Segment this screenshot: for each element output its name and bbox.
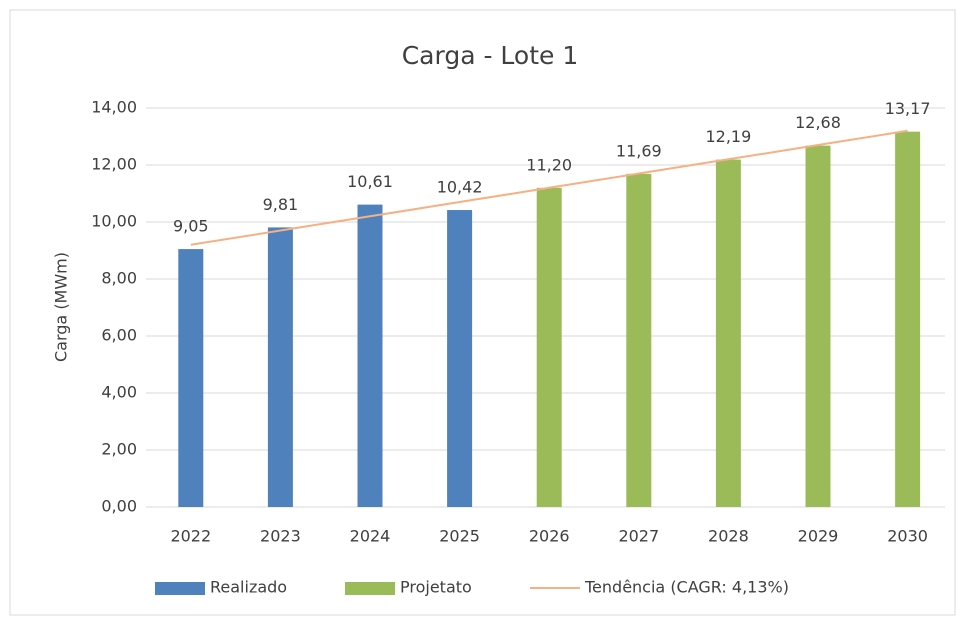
y-tick-label: 10,00 — [91, 212, 137, 231]
x-tick-label: 2028 — [708, 527, 749, 546]
y-tick-label: 4,00 — [101, 383, 137, 402]
data-label: 9,81 — [263, 195, 299, 214]
bar — [267, 227, 293, 508]
data-label: 10,42 — [437, 178, 483, 197]
data-label: 11,69 — [616, 141, 662, 160]
bar — [357, 204, 383, 508]
bar — [626, 173, 652, 507]
chart-frame — [9, 9, 956, 616]
legend-label: Projetato — [400, 578, 472, 597]
y-tick-label: 2,00 — [101, 440, 137, 459]
x-tick-label: 2029 — [798, 527, 839, 546]
data-label: 13,17 — [885, 99, 931, 118]
trend-line — [190, 129, 908, 246]
y-tick-label: 6,00 — [101, 326, 137, 345]
data-label: 10,61 — [347, 172, 393, 191]
x-tick-label: 2025 — [439, 527, 480, 546]
legend-label: Realizado — [210, 578, 287, 597]
legend-swatch — [345, 582, 395, 595]
legend-swatch — [155, 582, 205, 595]
x-tick-label: 2023 — [260, 527, 301, 546]
legend-label: Tendência (CAGR: 4,13%) — [584, 578, 789, 597]
y-tick-label: 14,00 — [91, 98, 137, 117]
x-tick-label: 2027 — [618, 527, 659, 546]
data-label: 9,05 — [173, 217, 209, 236]
y-tick-label: 8,00 — [101, 269, 137, 288]
bar — [715, 159, 741, 507]
y-tick-label: 12,00 — [91, 155, 137, 174]
chart-title: Carga - Lote 1 — [402, 41, 579, 70]
bar — [447, 210, 473, 507]
x-tick-label: 2030 — [887, 527, 928, 546]
bar — [805, 145, 831, 507]
data-label: 11,20 — [526, 155, 572, 174]
bar — [178, 249, 204, 507]
data-label: 12,68 — [795, 113, 841, 132]
y-axis-label: Carga (MWm) — [52, 252, 71, 362]
data-label: 12,19 — [705, 127, 751, 146]
y-tick-label: 0,00 — [101, 497, 137, 516]
bar — [536, 187, 562, 508]
x-tick-label: 2026 — [529, 527, 570, 546]
x-tick-label: 2024 — [350, 527, 391, 546]
bar — [895, 131, 921, 507]
x-tick-label: 2022 — [170, 527, 211, 546]
